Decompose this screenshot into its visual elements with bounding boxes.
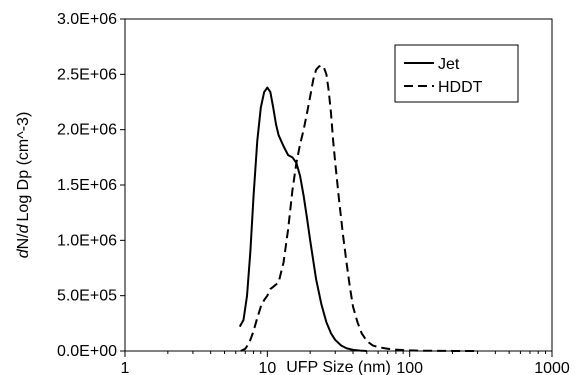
x-tick-label: 1 — [121, 360, 130, 375]
y-axis-title-rest: Log Dp (cm^-3) — [15, 112, 32, 222]
series-line-hddt — [240, 64, 478, 352]
x-axis: 1 10 100 1000 — [121, 351, 570, 375]
legend: Jet HDDT — [394, 44, 519, 103]
y-axis-title: dN/dLog Dp (cm^-3) — [15, 112, 32, 259]
legend-label-jet: Jet — [438, 56, 460, 73]
legend-box — [394, 44, 519, 103]
y-tick-label: 3.0E+06 — [57, 11, 117, 28]
legend-label-hddt: HDDT — [438, 79, 483, 96]
series-line-jet — [238, 86, 367, 352]
y-tick-label: 1.5E+06 — [57, 177, 117, 194]
y-axis-title-n: N/ — [15, 233, 32, 250]
series-layer — [238, 64, 478, 352]
y-tick-label: 2.0E+06 — [57, 122, 117, 139]
y-tick-label: 5.0E+05 — [57, 288, 117, 305]
y-axis-title-d1: d — [15, 248, 32, 258]
x-axis-title: UFP Size (nm) — [286, 359, 391, 375]
y-tick-label: 1.0E+06 — [57, 232, 117, 249]
x-tick-label: 100 — [396, 360, 423, 375]
y-axis: 0.0E+00 5.0E+05 1.0E+06 1.5E+06 2.0E+06 2.5E+… — [57, 11, 125, 360]
x-tick-label: 10 — [258, 360, 276, 375]
y-tick-label: 0.0E+00 — [57, 343, 117, 360]
y-axis-title-d2: d — [15, 223, 32, 233]
y-tick-label: 2.5E+06 — [57, 66, 117, 83]
x-tick-label: 1000 — [534, 360, 570, 375]
